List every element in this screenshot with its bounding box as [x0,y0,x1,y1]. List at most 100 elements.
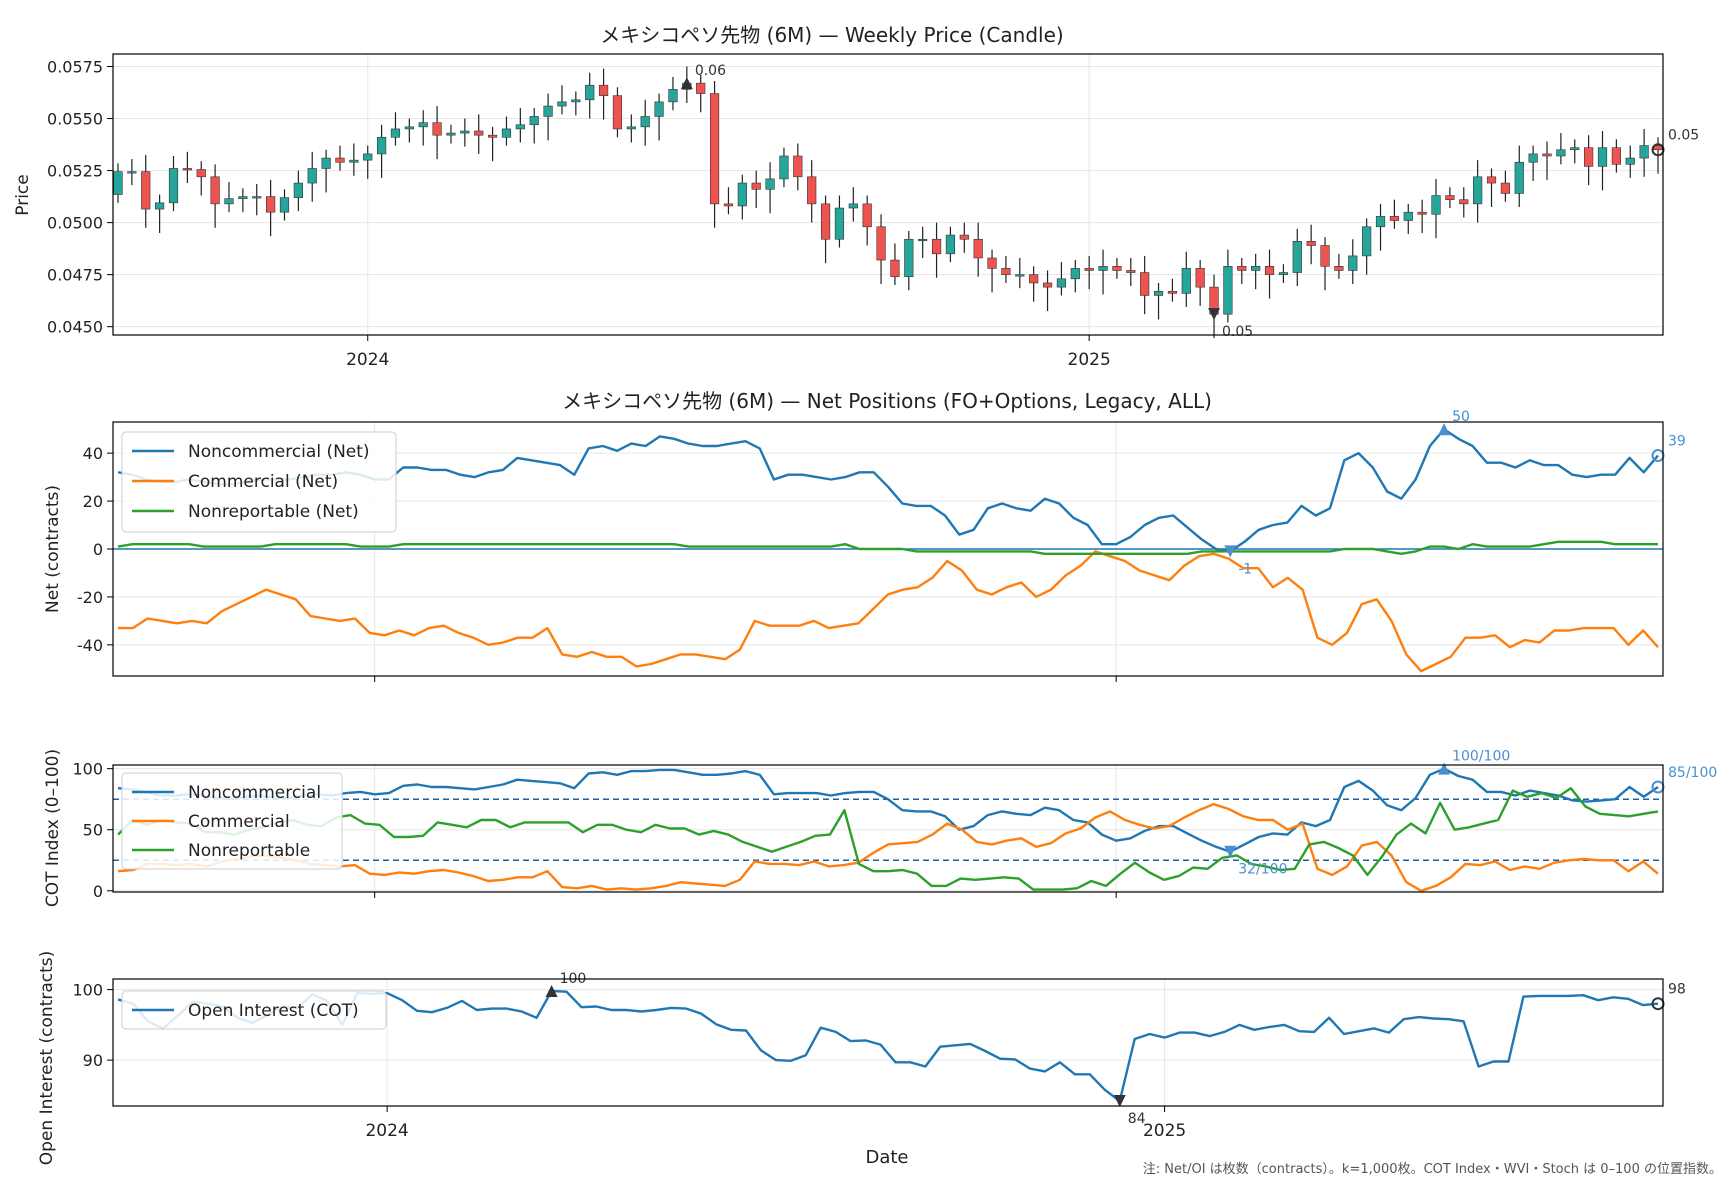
candle-down [210,176,220,205]
y-tick-label: 100 [72,760,103,779]
candle-up [918,238,928,242]
oi-y-axis-label: Open Interest (contracts) [37,951,57,1165]
y-tick-label: 0.0500 [47,214,103,233]
candle-up [321,157,331,169]
candle-down [474,130,484,136]
candle-up [1056,278,1067,288]
x-tick-label: 2024 [346,350,389,370]
cot-panel-frame [112,764,1664,893]
candle-up [1514,161,1524,194]
y-tick-label: -40 [77,636,103,655]
x-tick-label: 2025 [1143,1121,1186,1141]
net-panel-title: メキシコペソ先物 (6M) — Net Positions (FO+Option… [562,389,1212,413]
candle-down [1167,290,1178,294]
candle-up [640,116,650,128]
max-marker [680,77,693,90]
cot-series-lines [117,767,1659,892]
x-tick-label: 2024 [365,1121,408,1141]
candle-down [709,93,720,205]
last-label: 39 [1668,434,1686,450]
max-marker [1438,423,1451,436]
series-line-1 [118,550,1659,673]
candle-down [931,238,942,255]
candle-down [876,226,886,261]
candle-up [529,116,539,126]
candle-down [612,95,623,130]
candle-up [1625,157,1635,165]
oi-y-ticks: 90 100 [72,981,113,1070]
net-legend-noncommercial: Noncommercial (Net) [188,442,370,462]
candle-up [1251,266,1261,271]
candle-up [1070,268,1080,280]
oi-panel-grid [113,979,1663,1106]
candle-down [751,182,761,190]
candle-up [557,101,567,107]
price-panel-frame [112,53,1664,336]
candle-up [904,238,914,278]
series-line-0 [117,767,1659,853]
candle-up [501,128,512,138]
y-tick-label: 20 [83,492,103,511]
candle-up [127,171,137,174]
net-y-axis-label: Net (contracts) [43,485,63,613]
max-marker [545,984,558,997]
candle-down [793,155,803,178]
candle-up [626,126,636,130]
candle-down [1611,147,1621,165]
net-positions-panel: メキシコペソ先物 (6M) — Net Positions (FO+Option… [43,389,1686,682]
series-line-2 [117,787,1659,891]
candle-down [890,259,900,278]
candle-up [460,130,470,134]
y-tick-label: 0.0550 [47,110,103,129]
cot-legend-box [121,772,343,870]
candle-down [1084,268,1094,271]
y-tick-label: 90 [83,1051,103,1070]
net-annotations: 50 -1 39 [1224,409,1686,577]
candle-down [973,238,983,259]
candle-up [515,124,525,130]
candle-up [668,89,678,103]
candle-up [390,128,401,138]
candle-up [1403,211,1413,221]
open-interest-panel: 100 84 98 90 100 2024 2025 Open Interest (co… [37,951,1686,1168]
candle-up [1153,290,1164,296]
candle-up [1181,268,1191,294]
cot-legend-nonreportable: Nonreportable [188,841,310,861]
candle-up [1639,145,1649,159]
min-marker [1224,545,1237,558]
candle-down [820,203,831,240]
candle-down [1264,266,1275,275]
candle-up [585,84,595,101]
candle-up [1292,241,1302,273]
y-tick-label: 0.0575 [47,57,103,76]
candle-down [1195,268,1205,288]
candle-up [1015,274,1025,277]
candle-up [418,122,428,128]
candle-up [155,202,165,210]
cot-y-axis-label: COT Index (0–100) [43,749,63,907]
candle-up [571,99,581,103]
net-legend: Noncommercial (Net) Commercial (Net) Non… [121,431,397,533]
candle-down [1029,274,1039,284]
candle-up [848,203,858,209]
candle-down [335,157,345,163]
cot-annotations: 100/100 32/100 85/100 [1224,749,1717,878]
y-tick-label: -20 [77,588,103,607]
candle-down [1459,199,1469,205]
last-label: 0.05 [1668,128,1699,144]
max-label: 100/100 [1452,749,1510,765]
candle-up [224,198,234,205]
last-marker [1651,780,1665,794]
cot-legend-commercial: Commercial [188,812,290,832]
candle-up [168,168,179,204]
candle-up [945,234,956,255]
min-marker [1113,1095,1126,1108]
price-x-ticks: 2024 2025 [346,335,1111,370]
candle-up [1375,216,1386,228]
price-panel-title: メキシコペソ先物 (6M) — Weekly Price (Candle) [600,23,1063,47]
y-tick-label: 50 [83,821,103,840]
candle-up [1473,176,1483,205]
y-tick-label: 0.0525 [47,162,103,181]
min-label: -1 [1238,561,1252,577]
